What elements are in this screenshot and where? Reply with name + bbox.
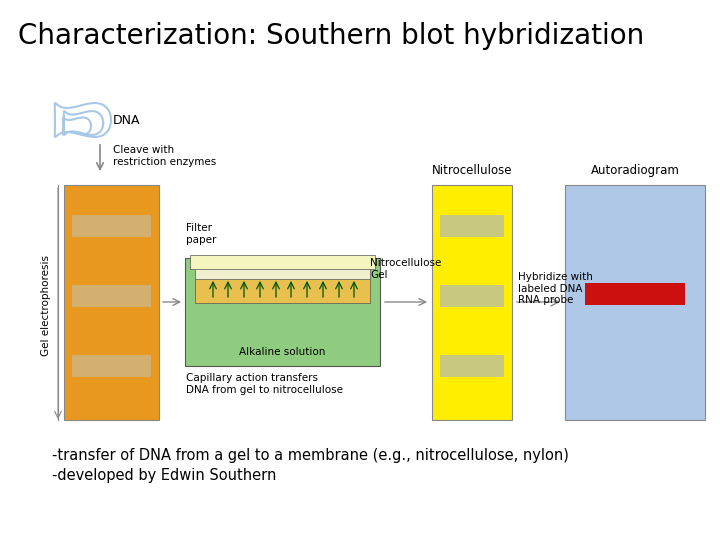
Bar	[565, 185, 705, 420]
Text: Characterization: Southern blot hybridization: Characterization: Southern blot hybridiz…	[18, 22, 644, 50]
Bar	[190, 255, 375, 269]
Bar	[185, 258, 380, 366]
Bar	[432, 185, 512, 420]
Bar	[195, 278, 370, 303]
Bar	[440, 285, 504, 307]
Bar	[440, 215, 504, 237]
Text: -transfer of DNA from a gel to a membrane (e.g., nitrocellulose, nylon): -transfer of DNA from a gel to a membran…	[52, 448, 569, 463]
Text: Alkaline solution: Alkaline solution	[239, 347, 325, 357]
Bar	[72, 285, 151, 307]
Text: Nitrocellulose
Gel: Nitrocellulose Gel	[370, 258, 441, 280]
Bar	[72, 355, 151, 377]
Text: -developed by Edwin Southern: -developed by Edwin Southern	[52, 468, 276, 483]
Text: DNA: DNA	[113, 114, 140, 127]
Text: Gel electrophoresis: Gel electrophoresis	[41, 254, 51, 355]
Bar	[195, 268, 370, 279]
Text: Autoradiogram: Autoradiogram	[590, 164, 680, 177]
Bar	[440, 355, 504, 377]
Bar	[64, 185, 159, 420]
Text: Capillary action transfers
DNA from gel to nitrocellulose: Capillary action transfers DNA from gel …	[186, 373, 343, 395]
Text: Hybridize with
labeled DNA or
RNA probe: Hybridize with labeled DNA or RNA probe	[518, 272, 596, 305]
Text: Cleave with
restriction enzymes: Cleave with restriction enzymes	[113, 145, 216, 167]
Bar	[72, 215, 151, 237]
Text: Filter
paper: Filter paper	[186, 224, 217, 245]
Text: Nitrocellulose: Nitrocellulose	[432, 164, 512, 177]
Bar	[585, 283, 685, 305]
